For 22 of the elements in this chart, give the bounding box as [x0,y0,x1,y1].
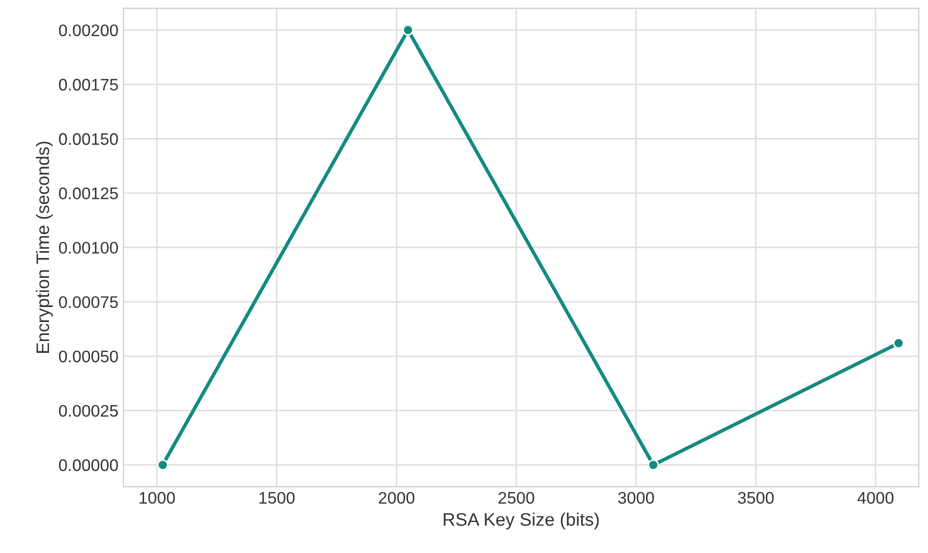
y-axis-title: Encryption Time (seconds) [36,142,53,353]
y-tick-label: 0.00025 [58,404,118,417]
x-tick-label: 3000 [618,492,654,504]
x-tick-label: 1000 [140,492,175,504]
x-tick-label: 1500 [259,492,295,504]
y-tick-label: 0.00050 [58,350,118,362]
y-tick-label: 0.00150 [58,133,118,145]
x-tick-label: 2000 [378,492,414,504]
x-tick-label: 3500 [738,492,774,504]
point [157,459,168,470]
y-tick-label: 0.00200 [58,24,118,36]
y-tick-label: 0.00125 [58,188,118,200]
y-tick-label: 0.00000 [58,459,118,472]
point [893,338,904,349]
x-tick-label: 4000 [857,492,894,504]
y-tick-label: 0.00175 [58,78,118,91]
y-tick-label: 0.00100 [58,242,118,254]
x-axis-title: RSA Key Size (bits) [444,512,599,530]
point [402,24,414,36]
point [648,459,659,470]
x-tick-label: 2500 [498,492,534,504]
y-tick-label: 0.00075 [58,296,118,308]
